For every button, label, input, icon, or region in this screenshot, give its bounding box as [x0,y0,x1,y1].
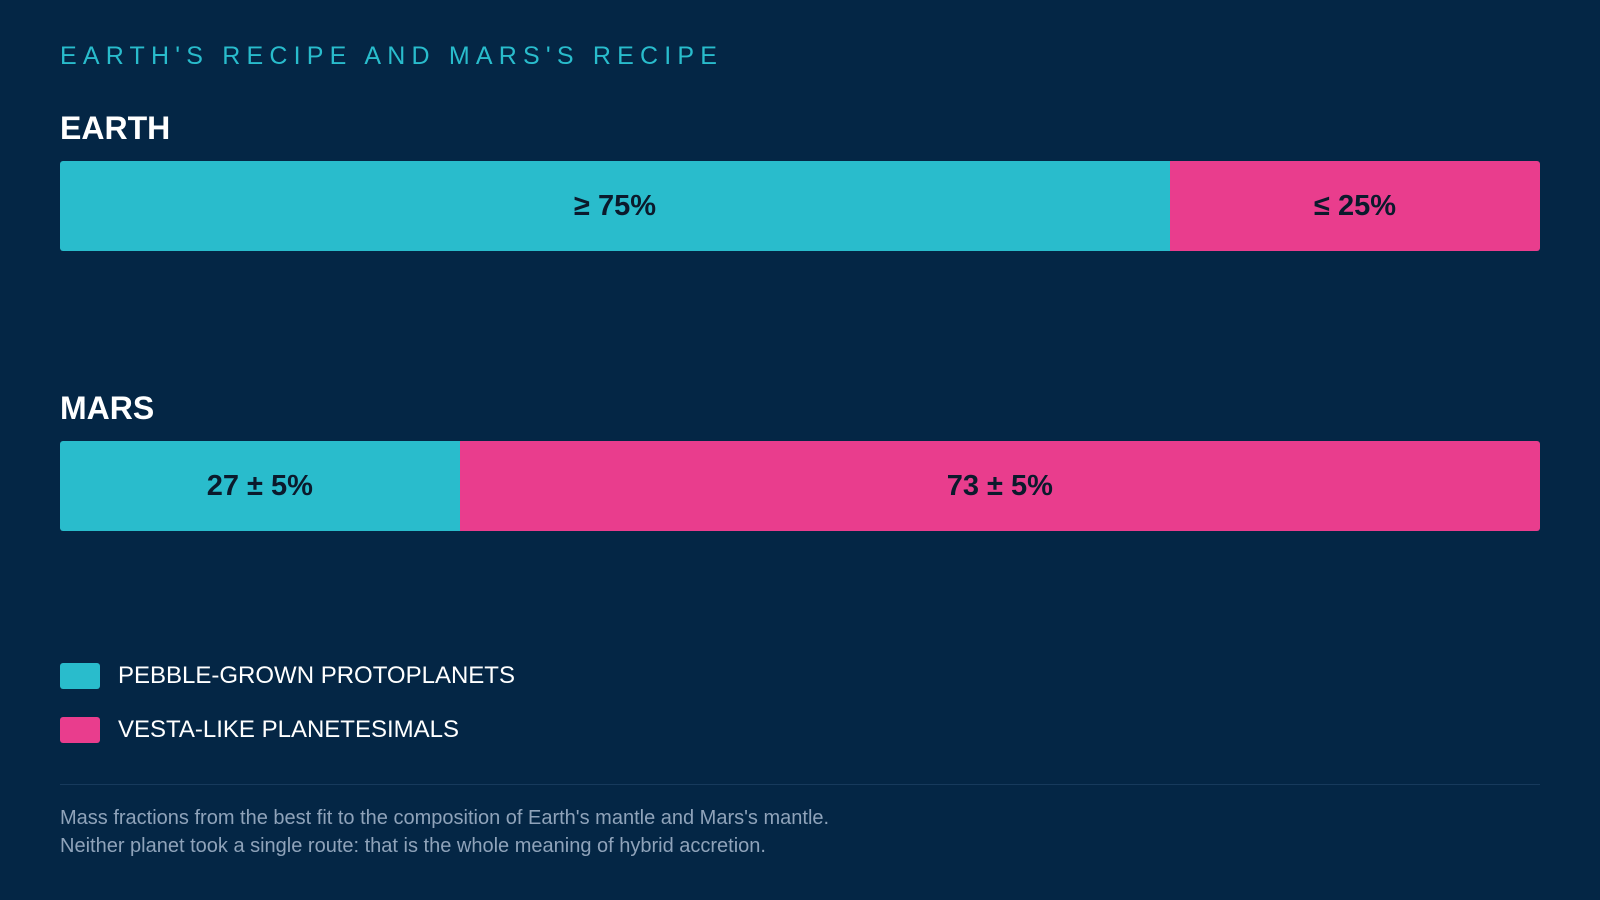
footnote-line-1: Mass fractions from the best fit to the … [60,807,830,829]
legend-item-pebble: PEBBLE-GROWN PROTOPLANETS [60,662,515,690]
footnote-line-2: Neither planet took a single route: that… [60,835,766,857]
legend-item-vesta: VESTA-LIKE PLANETESIMALS [60,716,515,744]
legend-swatch-pebble [60,663,100,689]
mars-vesta-segment: 73 ± 5% [459,441,1540,531]
row-label-mars: MARS [60,390,155,426]
mars-pebble-segment: 27 ± 5% [60,441,460,531]
earth-pebble-segment: ≥ 75% [60,161,1170,251]
earth-stacked-bar: ≥ 75% ≤ 25% [60,161,1540,251]
mars-vesta-value-label: 73 ± 5% [946,469,1053,502]
earth-vesta-value-label: ≤ 25% [1313,189,1396,222]
legend-label-pebble: PEBBLE-GROWN PROTOPLANETS [118,662,515,689]
legend-swatch-vesta [60,717,100,743]
footnote-divider [60,784,1540,785]
mars-stacked-bar: 27 ± 5% 73 ± 5% [60,441,1540,531]
mars-pebble-value-label: 27 ± 5% [206,469,313,502]
chart-eyebrow-title: EARTH'S RECIPE AND MARS'S RECIPE [60,42,724,70]
earth-pebble-value-label: ≥ 75% [573,189,656,222]
earth-vesta-segment: ≤ 25% [1170,161,1540,251]
chart-legend: PEBBLE-GROWN PROTOPLANETS VESTA-LIKE PLA… [60,662,515,770]
legend-label-vesta: VESTA-LIKE PLANETESIMALS [118,716,460,743]
row-label-earth: EARTH [60,110,171,146]
